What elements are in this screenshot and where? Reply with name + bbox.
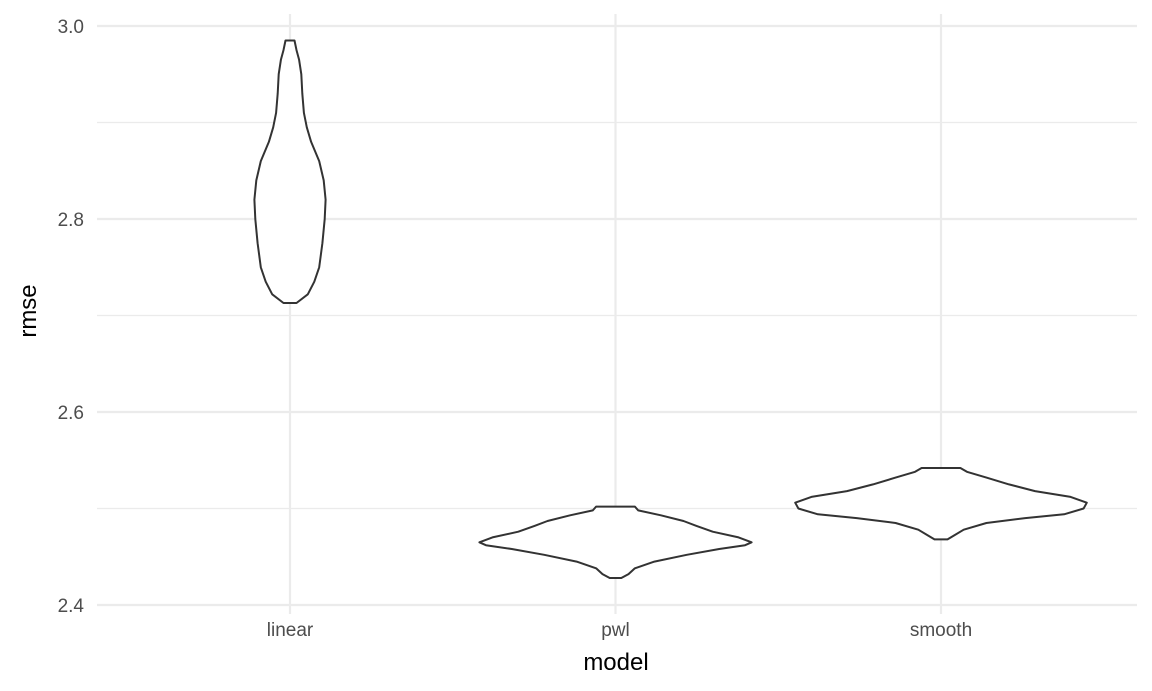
x-axis-ticks: linear pwl smooth [267, 620, 972, 641]
y-axis-ticks: 2.4 2.6 2.8 3.0 [58, 17, 85, 617]
y-tick-label: 2.6 [58, 403, 84, 424]
x-tick-label: smooth [910, 620, 972, 641]
x-axis-title: model [583, 649, 648, 676]
violin-pwl [478, 505, 753, 579]
violins [253, 39, 1088, 579]
y-tick-label: 3.0 [58, 17, 84, 38]
y-axis-title: rmse [15, 284, 42, 337]
violin-linear [253, 39, 327, 304]
violin-smooth [794, 467, 1088, 541]
y-tick-label: 2.4 [58, 596, 85, 617]
y-tick-label: 2.8 [58, 210, 84, 231]
x-tick-label: pwl [601, 620, 630, 641]
x-tick-label: linear [267, 620, 314, 641]
